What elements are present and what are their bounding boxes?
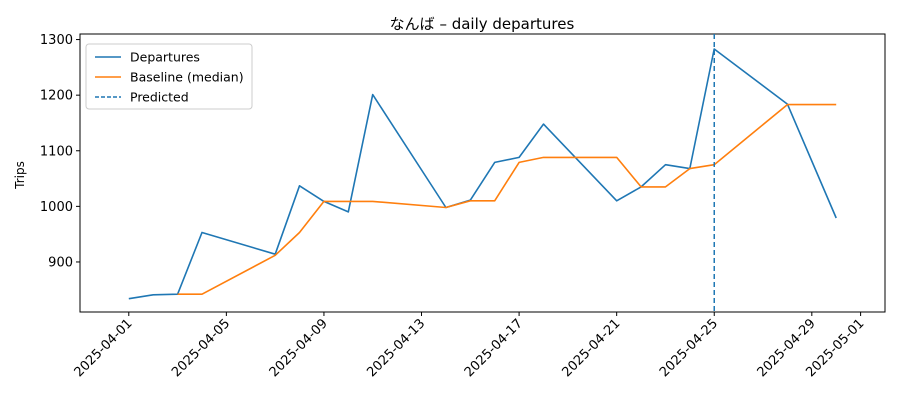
plot-area: 900 1000 1100 1200 1300 2025-04-01 2025-04-05 2… — [40, 33, 886, 380]
x-tick-label: 2025-04-17 — [462, 316, 526, 380]
legend-label: Baseline (median) — [130, 70, 244, 85]
legend-label: Departures — [130, 50, 200, 65]
y-tick-label: 1000 — [40, 200, 73, 215]
y-tick-label: 1300 — [40, 33, 73, 48]
y-tick-label: 1100 — [40, 144, 73, 159]
x-tick-label: 2025-04-01 — [72, 316, 136, 380]
legend-label: Predicted — [130, 90, 189, 105]
y-axis-label: Trips — [13, 161, 27, 190]
chart-title: なんば – daily departures — [390, 15, 575, 33]
y-tick-label: 900 — [48, 255, 73, 270]
x-tick-label: 2025-04-13 — [364, 316, 428, 380]
y-tick-label: 1200 — [40, 89, 73, 104]
x-tick-label: 2025-04-09 — [267, 316, 331, 380]
legend-box — [85, 43, 253, 110]
x-tick-label: 2025-04-05 — [169, 316, 233, 380]
x-tick-label: 2025-04-21 — [559, 316, 623, 380]
series-line-baseline-median — [177, 103, 837, 296]
x-tick-label: 2025-04-25 — [657, 316, 721, 380]
plot-frame — [79, 33, 886, 313]
